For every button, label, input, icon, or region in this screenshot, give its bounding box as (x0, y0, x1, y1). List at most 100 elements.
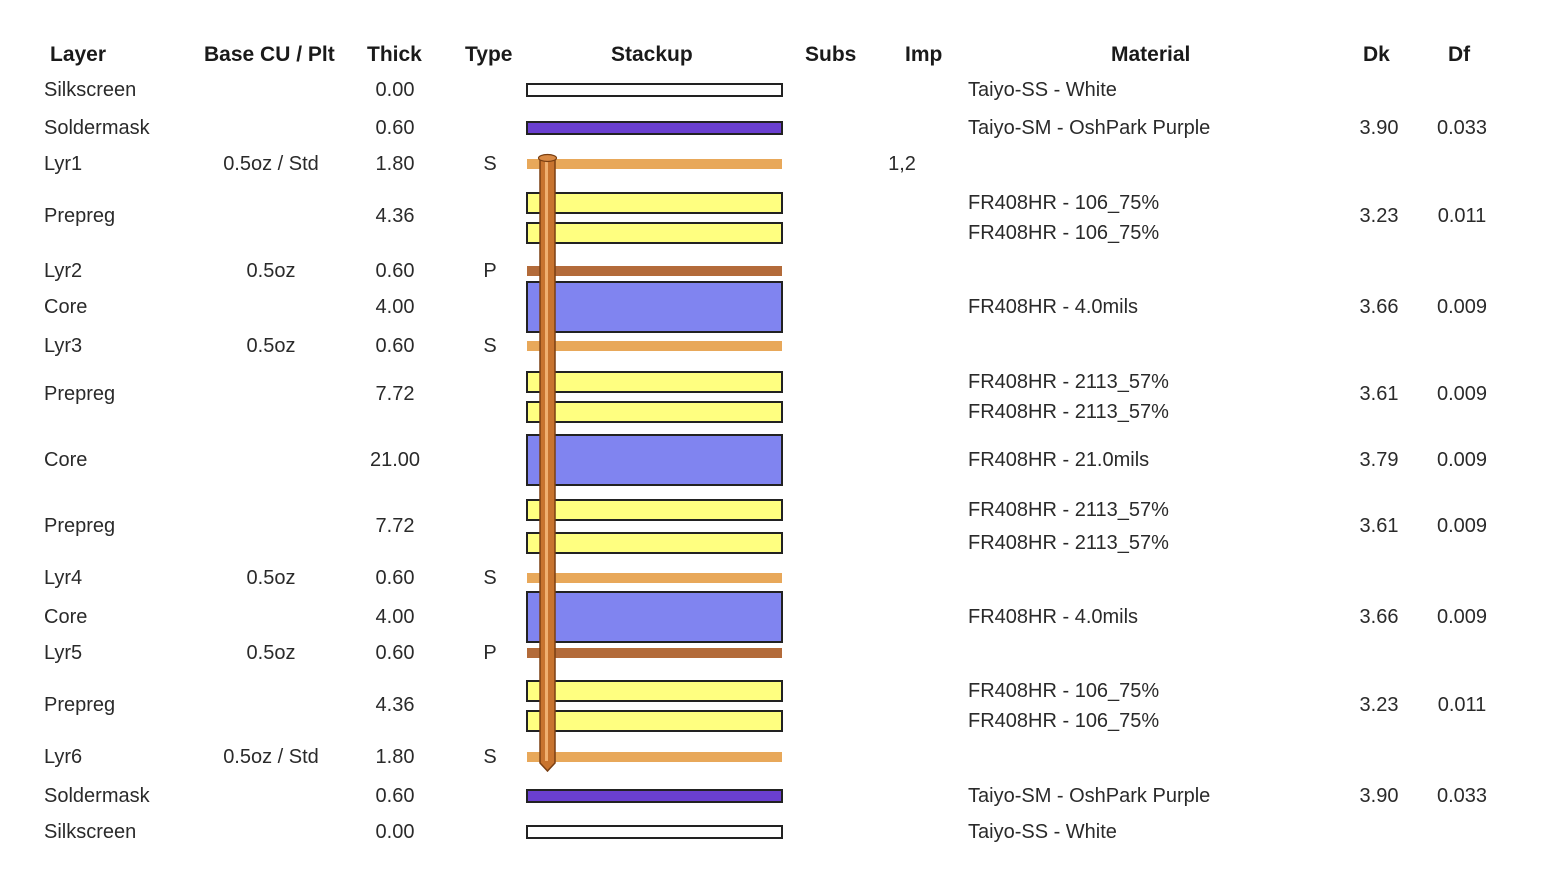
df-value: 0.033 (1436, 117, 1488, 139)
base-cu-plt: 0.5oz (246, 335, 296, 357)
base-cu-plt: 0.5oz / Std (223, 153, 319, 175)
header-stackup: Stackup (611, 43, 693, 66)
prepreg-bar (526, 371, 783, 393)
layer-name: Lyr1 (44, 153, 83, 175)
thickness: 7.72 (375, 383, 415, 405)
prepreg-bar (526, 499, 783, 521)
base-cu-plt: 0.5oz (246, 642, 296, 664)
plane-copper-bar (527, 266, 782, 276)
signal-copper-bar (527, 573, 782, 583)
prepreg-bar (526, 710, 783, 732)
layer-name: Soldermask (44, 785, 150, 807)
thickness: 7.72 (375, 515, 415, 537)
thickness: 1.80 (375, 153, 415, 175)
material: FR408HR - 106_75% (968, 192, 1160, 214)
prepreg-bar (526, 680, 783, 702)
df-value: 0.009 (1436, 296, 1488, 318)
header-subs: Subs (805, 43, 857, 66)
layer-name: Silkscreen (44, 79, 137, 101)
layer-type: S (483, 746, 497, 768)
via-top-cap (537, 153, 558, 163)
dk-value: 3.23 (1359, 205, 1399, 227)
silkscreen-bar (526, 825, 783, 839)
silkscreen-bar (526, 83, 783, 97)
layer-name: Soldermask (44, 117, 150, 139)
prepreg-bar (526, 532, 783, 554)
thickness: 4.36 (375, 694, 415, 716)
impedance: 1,2 (888, 153, 916, 175)
thickness: 4.00 (375, 606, 415, 628)
thickness: 0.60 (375, 785, 415, 807)
layer-name: Prepreg (44, 694, 116, 716)
soldermask-bar (526, 121, 783, 135)
header-thick: Thick (367, 43, 422, 66)
signal-copper-bar (527, 159, 782, 169)
core-bar (526, 591, 783, 643)
material: FR408HR - 21.0mils (968, 449, 1150, 471)
header-dk: Dk (1363, 43, 1390, 66)
material: Taiyo-SS - White (968, 79, 1117, 101)
dk-value: 3.66 (1359, 296, 1399, 318)
core-bar (526, 434, 783, 486)
layer-name: Prepreg (44, 383, 116, 405)
dk-value: 3.90 (1359, 785, 1399, 807)
prepreg-bar (526, 222, 783, 244)
thickness: 1.80 (375, 746, 415, 768)
material: FR408HR - 2113_57% (968, 401, 1169, 423)
thickness: 0.60 (375, 335, 415, 357)
header-type: Type (465, 43, 513, 66)
header-base-cu-plt: Base CU / Plt (204, 43, 335, 66)
material: FR408HR - 2113_57% (968, 499, 1169, 521)
thickness: 0.00 (375, 79, 415, 101)
df-value: 0.009 (1436, 515, 1488, 537)
thickness: 0.60 (375, 642, 415, 664)
core-bar (526, 281, 783, 333)
header-imp: Imp (905, 43, 943, 66)
layer-name: Lyr3 (44, 335, 83, 357)
df-value: 0.009 (1436, 383, 1488, 405)
signal-copper-bar (527, 752, 782, 762)
signal-copper-bar (527, 341, 782, 351)
material: FR408HR - 2113_57% (968, 532, 1169, 554)
thickness: 4.36 (375, 205, 415, 227)
material: FR408HR - 106_75% (968, 222, 1160, 244)
layer-name: Core (44, 296, 88, 318)
dk-value: 3.90 (1359, 117, 1399, 139)
layer-type: S (483, 335, 497, 357)
df-value: 0.011 (1437, 205, 1487, 227)
material: Taiyo-SM - OshPark Purple (968, 785, 1211, 807)
layer-name: Core (44, 606, 88, 628)
base-cu-plt: 0.5oz (246, 567, 296, 589)
header-layer: Layer (50, 43, 107, 66)
dk-value: 3.61 (1359, 515, 1399, 537)
material: FR408HR - 106_75% (968, 710, 1160, 732)
layer-name: Lyr6 (44, 746, 83, 768)
layer-name: Prepreg (44, 205, 116, 227)
prepreg-bar (526, 192, 783, 214)
dk-value: 3.61 (1359, 383, 1399, 405)
material: FR408HR - 106_75% (968, 680, 1160, 702)
df-value: 0.011 (1437, 694, 1487, 716)
layer-name: Lyr4 (44, 567, 83, 589)
thickness: 0.00 (375, 821, 415, 843)
header-df: Df (1448, 43, 1471, 66)
layer-type: P (483, 642, 497, 664)
material: Taiyo-SS - White (968, 821, 1117, 843)
dk-value: 3.23 (1359, 694, 1399, 716)
base-cu-plt: 0.5oz / Std (223, 746, 319, 768)
layer-name: Lyr5 (44, 642, 83, 664)
prepreg-bar (526, 401, 783, 423)
thickness: 4.00 (375, 296, 415, 318)
soldermask-bar (526, 789, 783, 803)
material: FR408HR - 2113_57% (968, 371, 1169, 393)
via-highlight (545, 160, 548, 761)
thickness: 0.60 (375, 260, 415, 282)
layer-name: Silkscreen (44, 821, 137, 843)
layer-name: Prepreg (44, 515, 116, 537)
dk-value: 3.66 (1359, 606, 1399, 628)
plane-copper-bar (527, 648, 782, 658)
layer-name: Core (44, 449, 88, 471)
layer-type: S (483, 153, 497, 175)
df-value: 0.033 (1436, 785, 1488, 807)
material: Taiyo-SM - OshPark Purple (968, 117, 1211, 139)
